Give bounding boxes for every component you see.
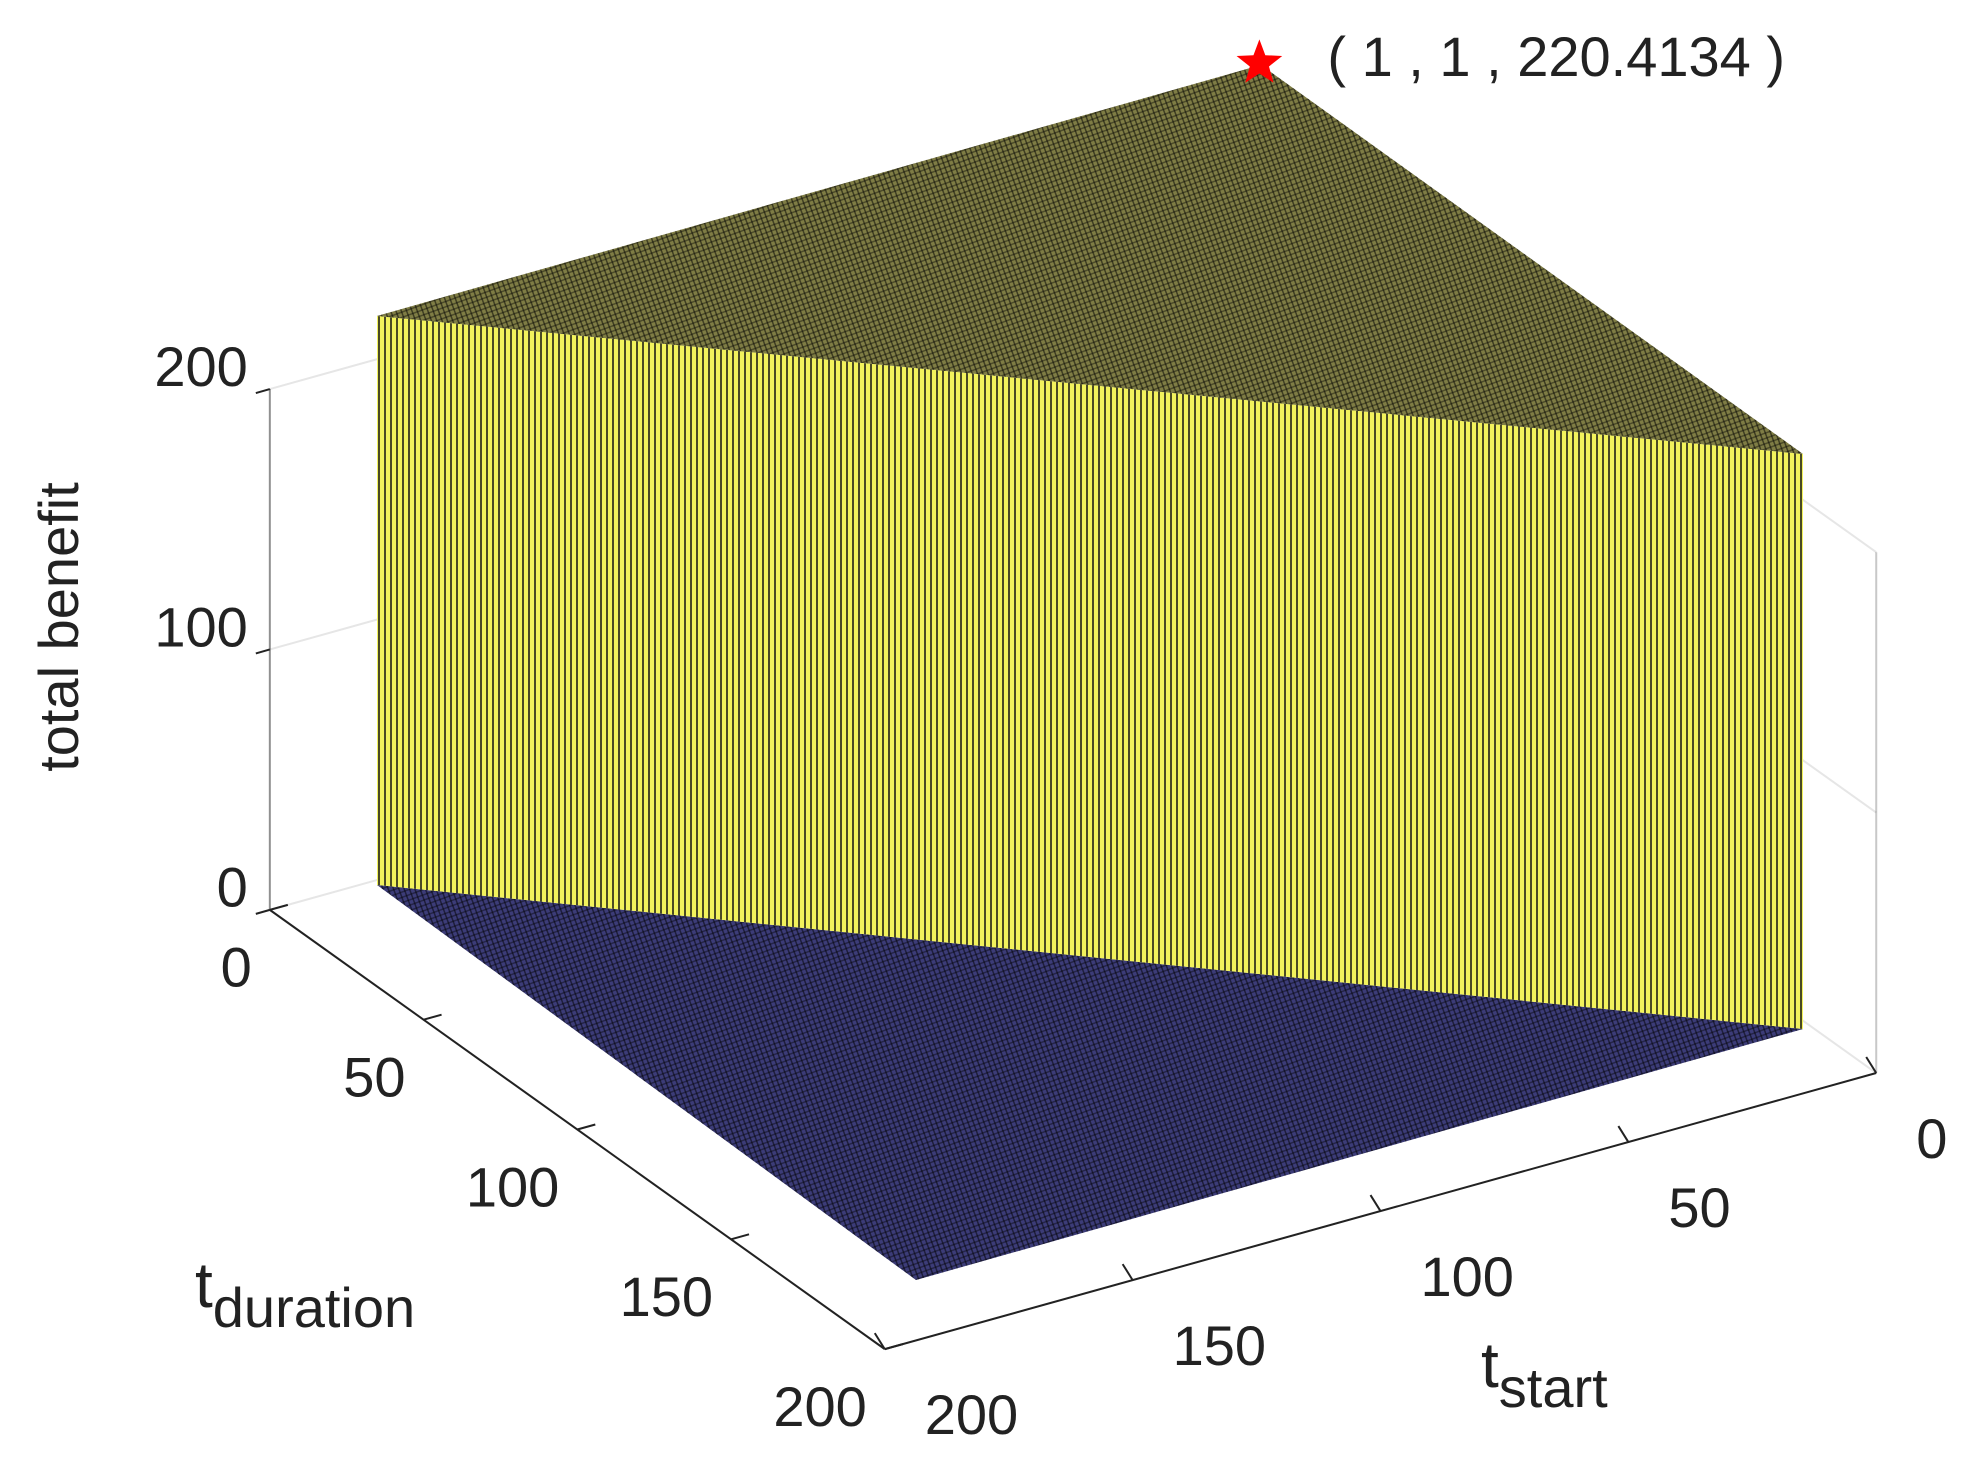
- z-axis-label: total benefit: [27, 482, 90, 772]
- z-tick: [255, 908, 271, 915]
- z-tick: [255, 388, 271, 395]
- z-tick: [255, 648, 271, 655]
- y-tick-label: 100: [466, 1155, 559, 1218]
- y-tick: [730, 1233, 750, 1241]
- y-tick: [577, 1123, 596, 1131]
- y-axis-label: tduration: [195, 1249, 415, 1339]
- surface-wall-mesh: [377, 316, 1803, 1029]
- surface-floor-mesh: [377, 885, 1803, 1280]
- x-tick: [1121, 1263, 1134, 1281]
- y-axis-label-main: t: [195, 1249, 213, 1321]
- y-tick: [884, 1343, 904, 1351]
- annotation-marker: [1236, 39, 1283, 83]
- z-tick-label: 0: [217, 856, 248, 919]
- surface-top-mesh: [377, 65, 1803, 454]
- x-tick-label: 150: [1173, 1314, 1266, 1377]
- x-tick-label: 100: [1421, 1245, 1514, 1308]
- x-tick: [1865, 1056, 1878, 1074]
- x-tick: [873, 1332, 886, 1350]
- axes-front: 0 100 200 0 50 100 150 200 0 50 100 150 200 ( 1 , 1 ,…: [154, 25, 1947, 1446]
- y-tick-label: 150: [620, 1265, 713, 1328]
- y-tick: [423, 1013, 442, 1021]
- y-tick-label: 200: [773, 1375, 866, 1438]
- x-tick-label: 50: [1668, 1176, 1730, 1239]
- x-tick-label: 200: [925, 1383, 1018, 1446]
- x-axis-label: tstart: [1481, 1329, 1608, 1419]
- y-axis-label-sub: duration: [213, 1276, 415, 1339]
- x-axis-label-sub: start: [1499, 1356, 1608, 1419]
- surface: [377, 65, 1803, 1280]
- x-tick: [1369, 1194, 1382, 1212]
- x-axis-label-main: t: [1481, 1329, 1499, 1401]
- x-tick: [1617, 1125, 1630, 1143]
- annotation-label: ( 1 , 1 , 220.4134 ): [1327, 25, 1785, 88]
- y-tick-label: 0: [221, 936, 252, 999]
- y-tick: [269, 903, 289, 911]
- z-tick-label: 100: [154, 595, 247, 658]
- y-tick-label: 50: [343, 1045, 405, 1108]
- x-tick-label: 0: [1916, 1107, 1947, 1170]
- z-tick-label: 200: [154, 335, 247, 398]
